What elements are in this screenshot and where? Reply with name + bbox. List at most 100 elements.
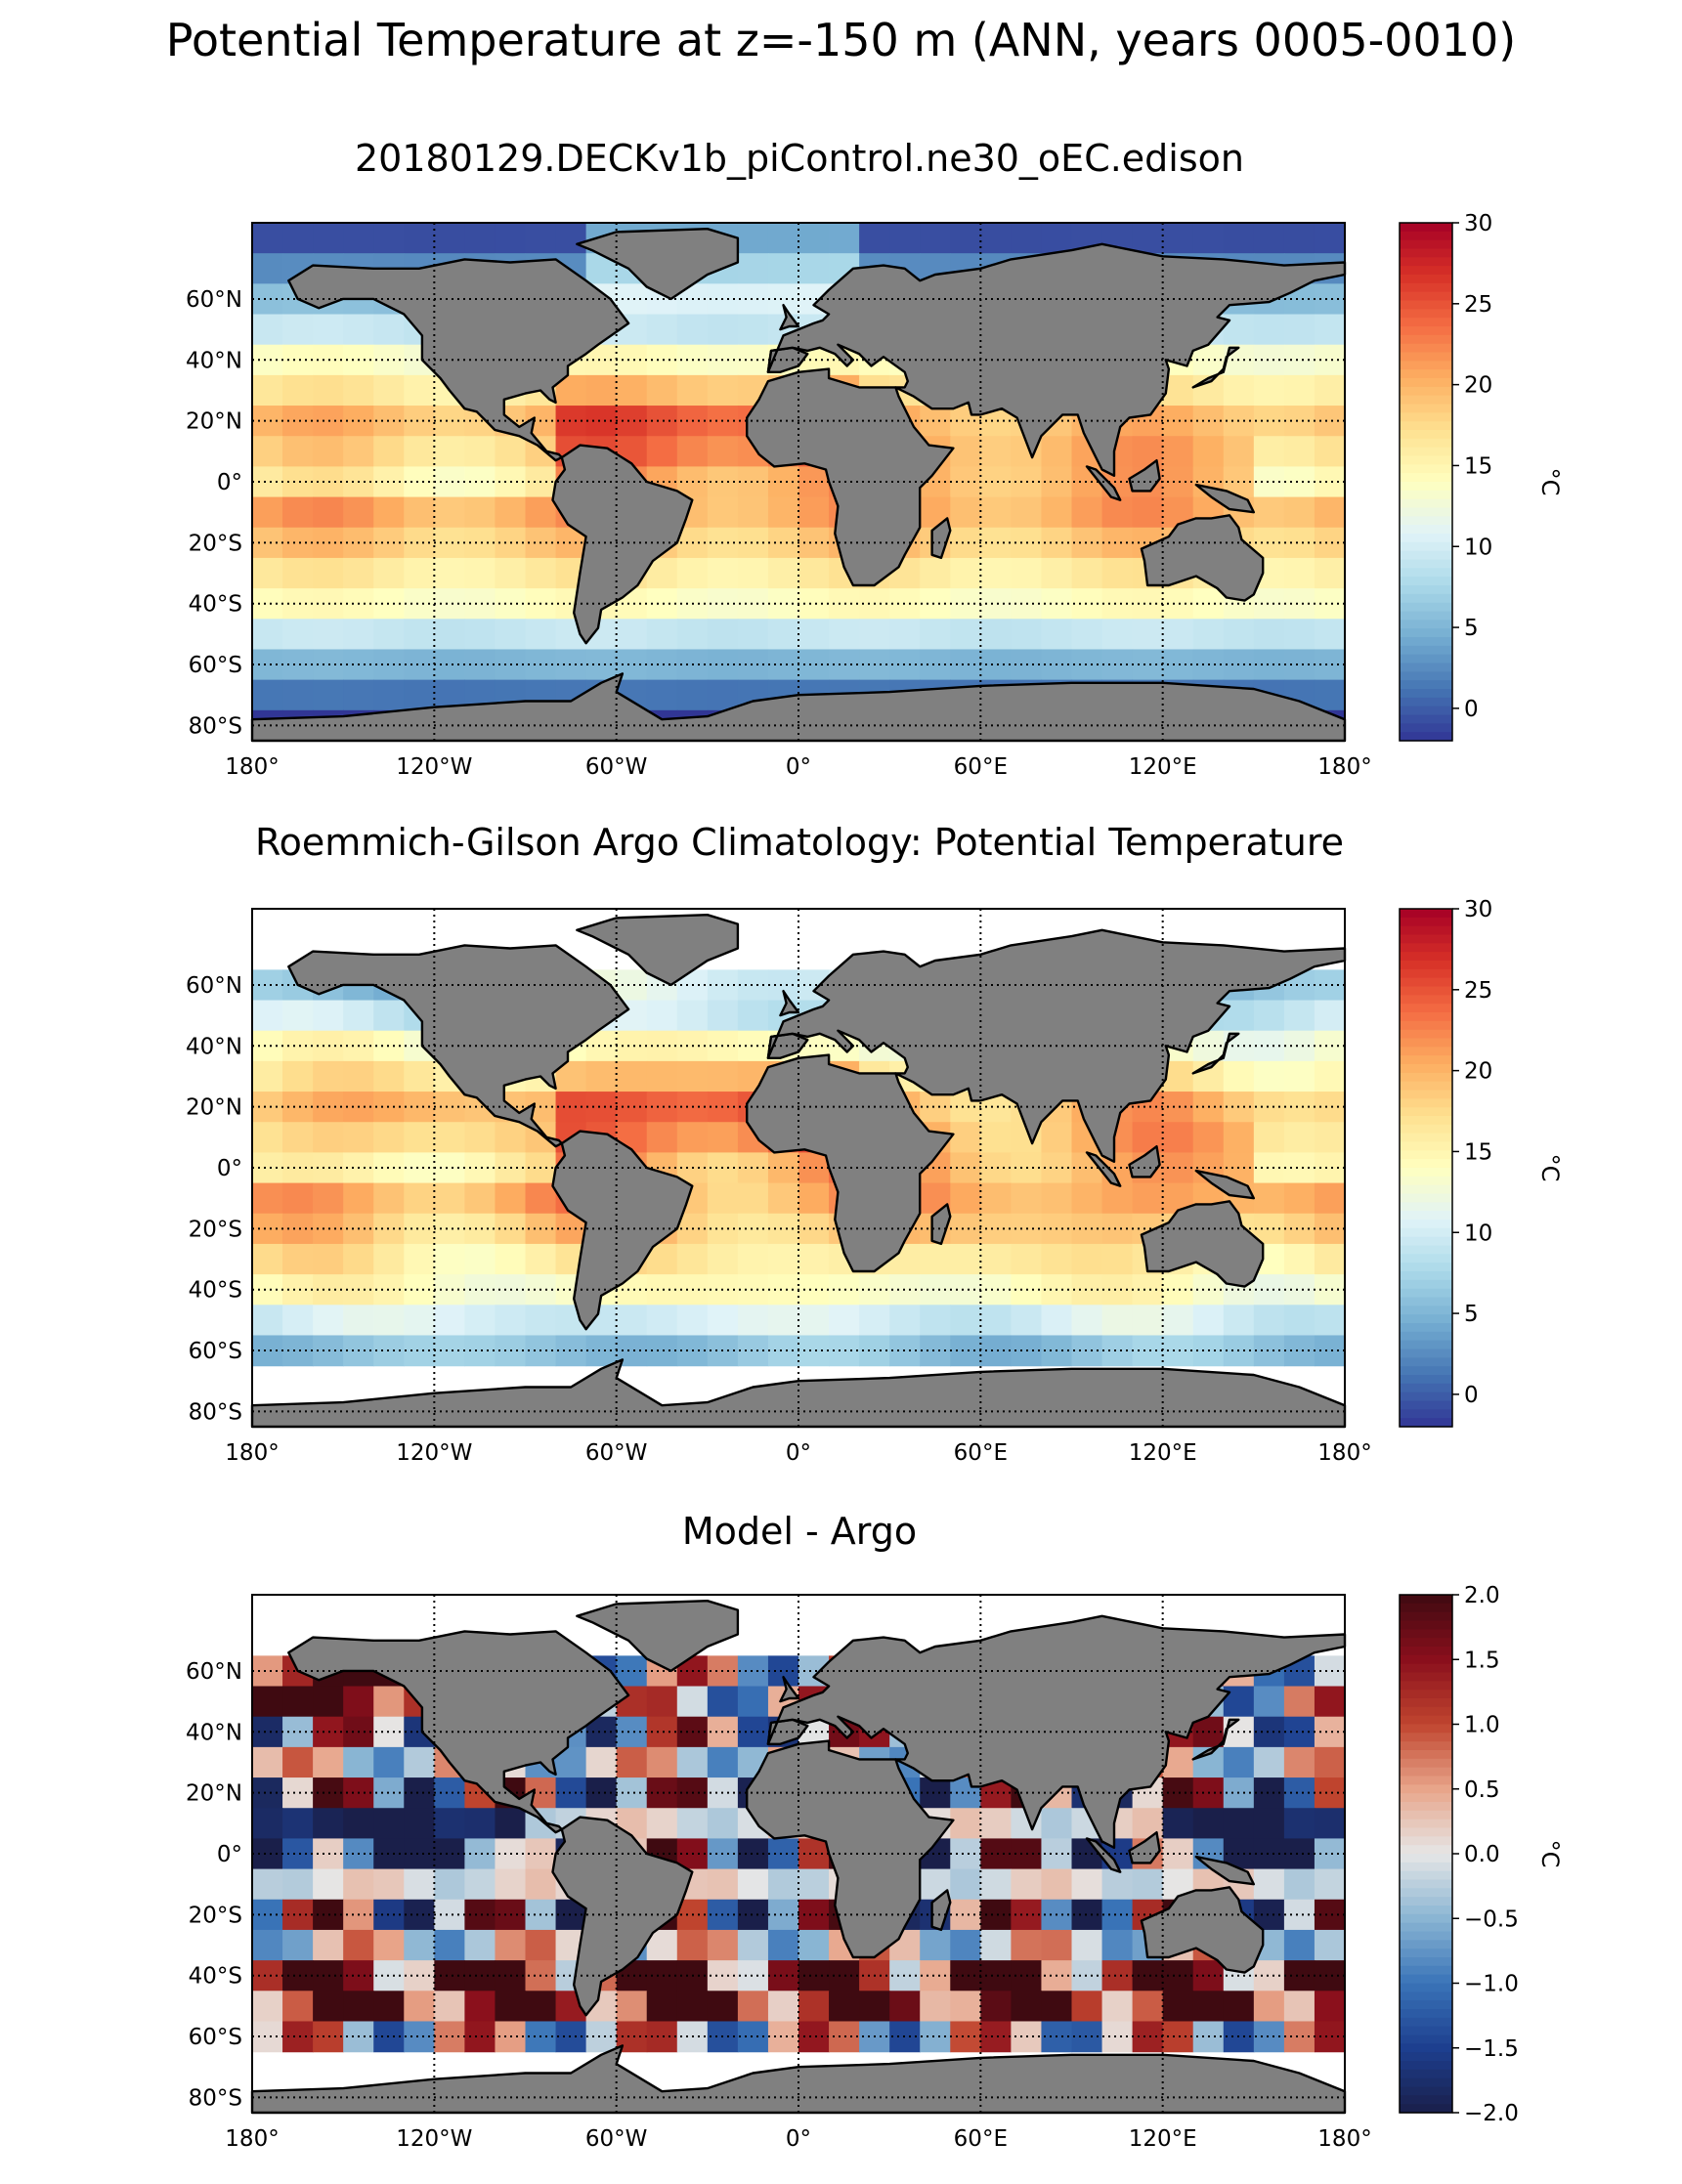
grid-cell (464, 1305, 496, 1337)
grid-cell (404, 496, 435, 529)
colorbar-segment (1400, 1715, 1452, 1726)
y-tick-label: 20°S (189, 1217, 242, 1242)
colorbar-segment (1400, 1168, 1452, 1178)
grid-cell (1314, 679, 1346, 711)
colorbar-segment (1400, 1888, 1452, 1898)
grid-cell (585, 2021, 618, 2053)
grid-cell (373, 1122, 405, 1154)
grid-cell (1162, 1305, 1194, 1337)
x-tick-label: 60°E (954, 754, 1008, 780)
grid-cell (343, 223, 374, 254)
grid-cell (1253, 619, 1285, 651)
coastline (930, 517, 952, 560)
grid-cell (252, 1335, 283, 1367)
grid-cell (1314, 1030, 1346, 1062)
grid-cell (313, 1122, 344, 1154)
grid-cell (767, 1991, 799, 2023)
grid-cell (646, 679, 678, 711)
x-tick-label: 120°W (396, 754, 472, 780)
colorbar-segment (1400, 490, 1452, 500)
colorbar-segment (1400, 1245, 1452, 1255)
y-tick-label: 60°N (186, 287, 242, 313)
colorbar-segment (1400, 1862, 1452, 1872)
colorbar-segment (1400, 1940, 1452, 1949)
grid-cell (1314, 1686, 1346, 1718)
grid-cell (1283, 1060, 1315, 1092)
grid-cell (859, 223, 890, 254)
grid-cell (1041, 1991, 1073, 2023)
colorbar-segment (1400, 593, 1452, 604)
colorbar-segment (1400, 541, 1452, 552)
grid-cell (616, 1655, 648, 1688)
colorbar-segment (1400, 1836, 1452, 1846)
y-tick-label: 40°S (189, 1278, 242, 1304)
grid-cell (1101, 1182, 1134, 1215)
grid-cell (1314, 223, 1346, 254)
coastline (930, 1203, 952, 1246)
colorbar-segment (1400, 378, 1452, 388)
grid-cell (373, 1929, 405, 1961)
x-tick-label: 120°E (1129, 2126, 1197, 2152)
grid-cell (282, 1746, 314, 1778)
grid-cell (1011, 1991, 1043, 2023)
colorbar-segment (1400, 318, 1452, 327)
grid-cell (1011, 496, 1043, 529)
grid-cell (798, 496, 830, 529)
grid-cell (252, 1899, 283, 1931)
grid-cell (464, 1182, 496, 1215)
grid-cell (282, 496, 314, 529)
grid-cell (282, 1991, 314, 2023)
grid-cell (434, 1274, 465, 1306)
grid-cell (282, 1305, 314, 1337)
grid-cell (313, 1808, 344, 1840)
grid-cell (1101, 649, 1134, 681)
grid-cell (1253, 314, 1285, 346)
grid-cell (737, 1243, 769, 1275)
grid-cell (1314, 1655, 1346, 1688)
grid-cell (1132, 1335, 1164, 1367)
grid-cell (282, 223, 314, 254)
grid-cell (920, 1274, 951, 1306)
grid-cell (1101, 1274, 1134, 1306)
grid-cell (1253, 374, 1285, 407)
grid-cell (1101, 496, 1134, 529)
colorbar-segment (1400, 248, 1452, 258)
grid-cell (1314, 283, 1346, 316)
colorbar-segment (1400, 637, 1452, 647)
colorbar-segment (1400, 1706, 1452, 1717)
grid-cell (404, 1243, 435, 1275)
grid-cell (495, 1243, 527, 1275)
grid-cell (1283, 1030, 1315, 1062)
grid-cell (676, 619, 709, 651)
grid-cell (555, 223, 587, 254)
grid-cell (343, 1686, 374, 1718)
grid-cell (616, 1060, 648, 1092)
colorbar-segment (1400, 257, 1452, 267)
grid-cell (1314, 466, 1346, 498)
grid-cell (252, 1152, 283, 1184)
grid-cell (707, 1243, 739, 1275)
grid-cell (1283, 527, 1315, 559)
grid-cell (676, 679, 709, 711)
grid-cell (1071, 1305, 1103, 1337)
grid-cell (1314, 649, 1346, 681)
colorbar-segment (1400, 1227, 1452, 1238)
colorbar-segment (1400, 645, 1452, 656)
grid-cell (920, 1092, 951, 1123)
colorbar-segment (1400, 1638, 1452, 1648)
colorbar-segment (1400, 925, 1452, 936)
colorbar-segment (1400, 1629, 1452, 1639)
grid-cell (616, 1030, 648, 1062)
panel-3-colorbar: 2.0 1.5 1.0 0.5 0.0 −0.5 −1.0 −1.5 −2.0 °C (1399, 1583, 1564, 2126)
colorbar-segment (1400, 697, 1452, 707)
colorbar-unit-label: °C (1536, 468, 1564, 496)
grid-cell (980, 436, 1012, 468)
colorbar-segment (1400, 1663, 1452, 1674)
grid-cell (313, 1000, 344, 1032)
grid-cell (282, 406, 314, 437)
grid-cell (676, 1243, 709, 1275)
colorbar-segment (1400, 1288, 1452, 1299)
grid-cell (404, 1060, 435, 1092)
colorbar-segment (1400, 732, 1452, 742)
